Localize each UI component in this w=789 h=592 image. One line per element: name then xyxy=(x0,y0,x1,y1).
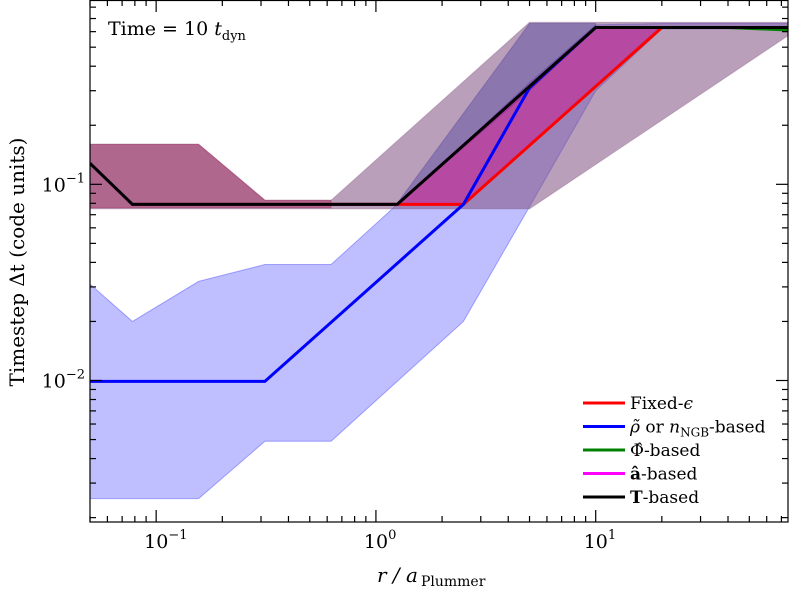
ticks xyxy=(89,0,788,522)
time-annotation: Time = 10 tdyn xyxy=(108,18,247,44)
series-lines xyxy=(90,26,788,383)
legend-entry: â-based xyxy=(630,465,698,485)
tick-labels: 10−1 100 101 10−1 10−2 xyxy=(42,171,617,553)
y-tick-label: 10−2 xyxy=(42,368,85,393)
y-axis-label: Timestep Δt (code units) xyxy=(5,138,29,387)
band-2 xyxy=(90,143,332,209)
plot-frame xyxy=(89,0,789,523)
legend-entry: Fixed-ϵ xyxy=(630,394,694,414)
legend-entry: T-based xyxy=(630,488,699,508)
legend-entry: ρ̃ or nNGB-based xyxy=(629,418,766,440)
x-tick-label: 101 xyxy=(584,528,616,553)
y-tick-label: 10−1 xyxy=(42,171,85,196)
x-axis-label: r / a Plummer xyxy=(377,563,486,588)
series-line-4 xyxy=(90,26,788,206)
legend-entry: Φ̂-based xyxy=(630,441,700,461)
x-tick-label: 100 xyxy=(364,528,396,553)
x-tick-label: 10−1 xyxy=(144,528,187,553)
